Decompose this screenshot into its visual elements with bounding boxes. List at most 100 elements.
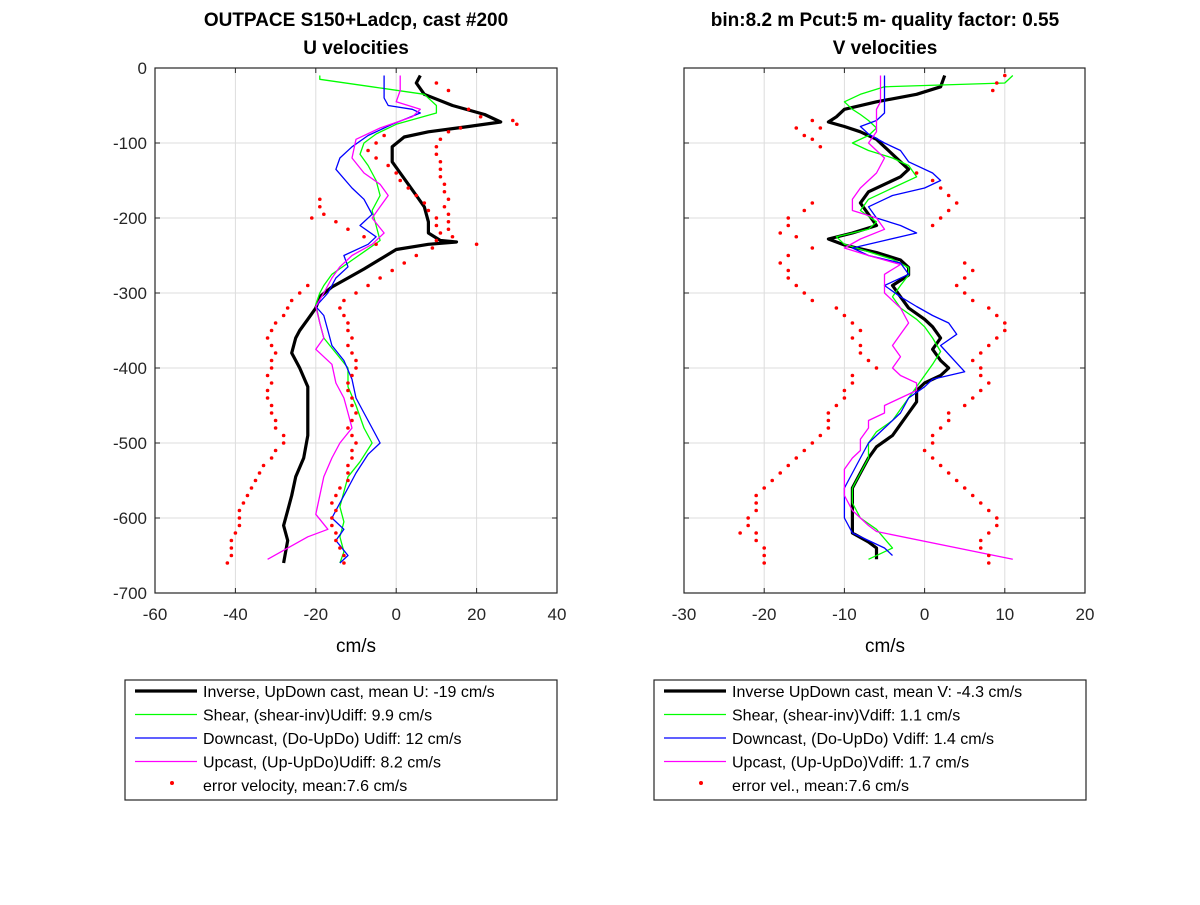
error-velocity-point [309,216,314,220]
v-panel-title-line1: bin:8.2 m Pcut:5 m- quality factor: 0.55 [711,10,1060,31]
error-velocity-point [858,343,863,348]
error-velocity-point [986,343,991,348]
error-velocity-point [390,268,394,273]
legend-marker [699,781,703,785]
error-velocity-point [754,501,758,505]
error-velocity-point [265,373,270,378]
x-tick-label: 40 [548,605,567,624]
error-velocity-point [994,516,999,520]
error-velocity-point [810,441,815,445]
u-panel-title-line1: OUTPACE S150+Ladcp, cast #200 [204,10,508,31]
error-velocity-point [446,129,451,134]
error-velocity-point [446,212,451,217]
error-velocity-point [318,204,322,209]
axes-box [683,67,1086,594]
error-velocity-point [342,553,346,558]
error-velocity-point [810,201,815,205]
error-velocity-point [762,486,766,490]
error-velocity-point [990,88,995,93]
error-velocity-point [762,546,766,550]
x-tick-label: 20 [1076,605,1095,624]
error-velocity-point [515,122,519,127]
y-tick-label: -500 [113,434,147,453]
error-velocity-point [970,396,975,400]
error-velocity-point [466,107,471,112]
error-velocity-point [281,433,286,438]
error-velocity-point [778,471,783,475]
error-velocity-point [978,538,983,543]
error-velocity-point [446,197,451,202]
error-velocity-point [350,418,354,423]
legend: Inverse UpDown cast, mean V: -4.3 cm/s Sh… [653,679,1087,801]
error-velocity-point [746,516,750,520]
error-velocity-point [297,291,302,295]
x-tick-label: -40 [223,605,248,624]
error-velocity-point [346,426,350,430]
error-velocity-point [962,291,967,295]
error-velocity-point [322,212,326,217]
error-velocity-point [342,561,346,565]
y-tick-label: -400 [113,359,147,378]
legend-entry-label: error velocity, mean:7.6 cm/s [203,778,407,795]
error-velocity-point [970,268,975,273]
error-velocity-point [350,433,354,438]
error-velocity-point [237,508,242,513]
error-velocity-point [970,298,975,303]
error-velocity-point [229,553,234,558]
error-velocity-point [818,126,823,130]
error-velocity-point [273,418,278,423]
error-velocity-point [962,486,967,490]
error-velocity-point [346,463,350,468]
error-velocity-point [826,411,831,415]
error-velocity-point [938,426,943,430]
error-velocity-point [446,227,451,232]
error-velocity-point [842,313,847,318]
error-velocity-point [794,456,799,460]
error-velocity-point [826,418,831,423]
error-velocity-point [914,171,919,175]
error-velocity-point [450,234,455,239]
y-tick-label: -300 [113,284,147,303]
series-line-3 [843,75,1013,560]
error-velocity-point [350,351,354,355]
error-velocity-point [794,283,799,288]
error-velocity-point [225,561,230,565]
error-velocity-point [1003,321,1007,325]
error-velocity-point [962,403,967,408]
error-velocity-point [938,216,943,220]
error-velocity-point [762,561,766,565]
x-tick-label: -20 [752,605,777,624]
error-velocity-point [342,313,346,318]
error-velocity-point [354,411,358,415]
error-velocity-point [986,306,991,310]
x-tick-label: 0 [920,605,929,624]
y-tick-label: -200 [113,209,147,228]
error-velocity-point [978,366,983,370]
error-velocity-point [754,538,758,543]
error-velocity-point [930,456,935,460]
error-velocity-point [346,321,350,325]
error-velocity-point [810,246,815,250]
error-velocity-point [334,493,338,498]
error-velocity-point [930,178,935,183]
x-tick-label: -60 [143,605,168,624]
error-velocity-point [978,388,983,393]
error-velocity-point [770,478,775,483]
error-velocity-point [350,448,354,453]
error-velocity-point [330,501,334,505]
y-tick-label: -700 [113,584,147,603]
error-velocity-point [366,283,370,288]
error-velocity-point [330,523,334,528]
legend-box [653,679,1087,801]
error-velocity-point [874,366,879,370]
error-velocity-point [1003,73,1007,78]
error-velocity-point [986,553,991,558]
x-tick-label: -20 [304,605,329,624]
error-velocity-point [474,242,479,247]
error-velocity-point [265,388,270,393]
error-velocity-point [794,126,799,130]
legend-box [124,679,558,801]
error-velocity-point [962,276,967,280]
error-velocity-point [810,118,815,123]
